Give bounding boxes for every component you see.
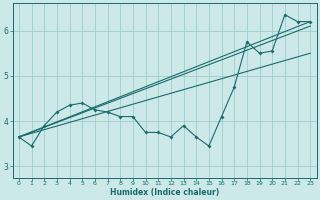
- X-axis label: Humidex (Indice chaleur): Humidex (Indice chaleur): [110, 188, 219, 197]
